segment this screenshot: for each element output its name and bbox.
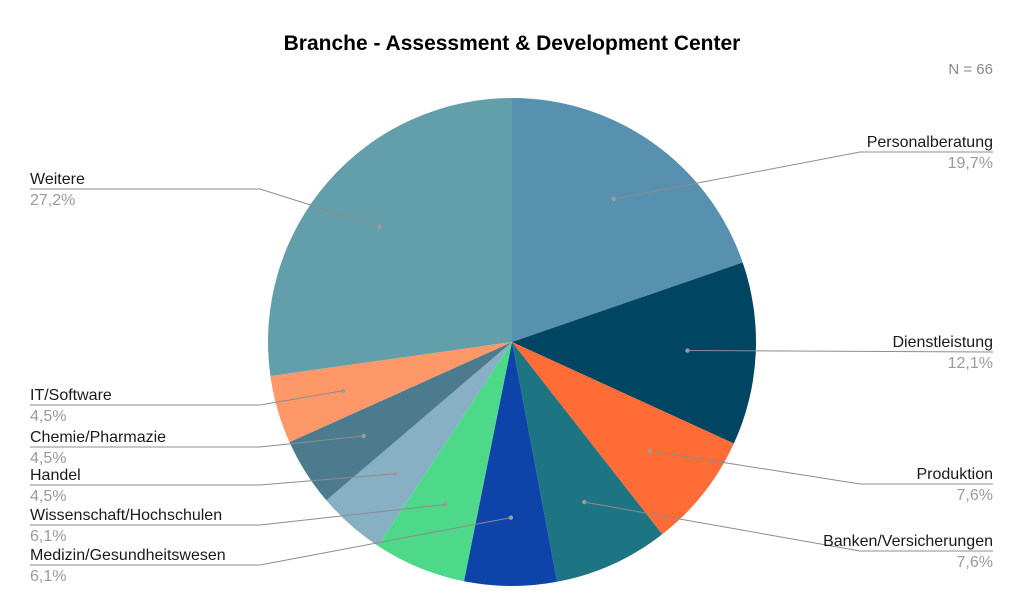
slice-handel xyxy=(326,342,512,546)
leader-line-chemie-pharmazie xyxy=(30,435,364,448)
slice-chemie-pharmazie xyxy=(289,342,512,501)
percent-label-produktion: 7,6% xyxy=(957,487,993,504)
leader-line-produktion xyxy=(649,450,993,485)
percent-label-dienstleistung: 12,1% xyxy=(948,355,993,372)
slice-weitere xyxy=(268,98,512,377)
leader-line-dienstleistung xyxy=(687,350,994,353)
percent-label-it-software: 4,5% xyxy=(30,408,66,425)
leader-line-personalberatung xyxy=(613,151,993,200)
leader-line-weitere xyxy=(30,188,380,228)
label-it-software: IT/Software xyxy=(30,387,112,404)
label-dienstleistung: Dienstleistung xyxy=(893,334,994,351)
label-banken-versicherungen: Banken/Versicherungen xyxy=(823,533,993,550)
percent-label-personalberatung: 19,7% xyxy=(948,155,993,172)
label-handel: Handel xyxy=(30,467,81,484)
percent-label-medizin-gesundheitswesen: 6,1% xyxy=(30,568,66,585)
leader-dot-banken-versicherungen xyxy=(582,499,587,505)
leader-dot-dienstleistung xyxy=(685,348,690,353)
sample-size-label: N = 66 xyxy=(948,61,993,78)
leader-line-handel xyxy=(30,473,396,486)
leader-dot-produktion xyxy=(647,448,653,454)
percent-label-chemie-pharmazie: 4,5% xyxy=(30,450,66,467)
slice-wissenschaft-hochschulen xyxy=(377,342,512,582)
slice-personalberatung xyxy=(512,98,743,342)
labels-group: Personalberatung 19,7% Dienstleistung 12,1%… xyxy=(30,134,994,585)
leader-line-banken-versicherungen xyxy=(584,501,993,552)
label-weitere: Weitere xyxy=(30,171,85,188)
slices-group xyxy=(268,98,756,587)
leader-line-it-software xyxy=(30,390,344,406)
slice-dienstleistung xyxy=(512,262,756,444)
slice-produktion xyxy=(512,342,734,535)
label-wissenschaft-hochschulen: Wissenschaft/Hochschulen xyxy=(30,507,222,524)
percent-label-banken-versicherungen: 7,6% xyxy=(957,554,993,571)
chart-title: Branche - Assessment & Development Cente… xyxy=(284,32,741,55)
slice-medizin-gesundheitswesen xyxy=(463,342,558,587)
label-personalberatung: Personalberatung xyxy=(867,134,993,151)
slice-it-software xyxy=(270,342,512,443)
percent-label-wissenschaft-hochschulen: 6,1% xyxy=(30,528,66,545)
label-produktion: Produktion xyxy=(917,466,994,483)
slice-banken-versicherungen xyxy=(512,342,663,582)
leader-line-medizin-gesundheitswesen xyxy=(30,517,511,566)
percent-label-handel: 4,5% xyxy=(30,488,66,505)
leader-line-wissenschaft-hochschulen xyxy=(30,503,446,526)
percent-label-weitere: 27,2% xyxy=(30,192,75,209)
label-chemie-pharmazie: Chemie/Pharmazie xyxy=(30,429,166,446)
label-medizin-gesundheitswesen: Medizin/Gesundheitswesen xyxy=(30,547,226,564)
leader-dot-wissenschaft-hochschulen xyxy=(443,502,448,507)
